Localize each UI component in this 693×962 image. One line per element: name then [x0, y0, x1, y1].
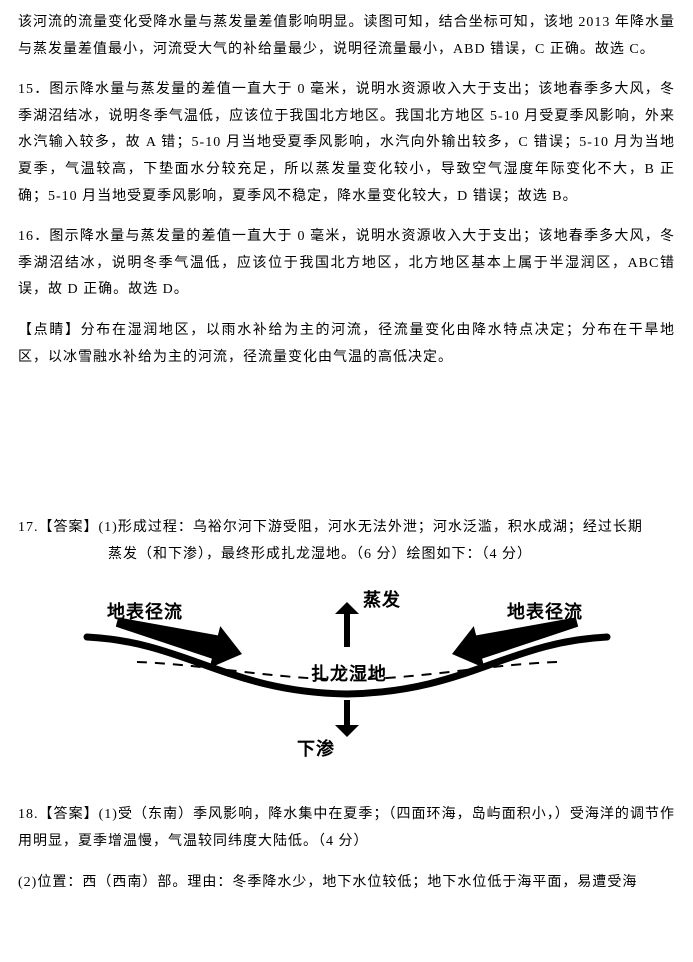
svg-text:地表径流: 地表径流 — [107, 601, 183, 622]
answer-17: 17.【答案】(1)形成过程：乌裕尔河下游受阻，河水无法外泄；河水泛滥，积水成湖… — [18, 515, 675, 568]
answer-17-line1: 17.【答案】(1)形成过程：乌裕尔河下游受阻，河水无法外泄；河水泛滥，积水成湖… — [18, 515, 675, 542]
diagram-17-container: 蒸发下渗 地表径流 地表径流扎龙湿地 — [18, 582, 675, 762]
answer-17-line2: 蒸发（和下渗），最终形成扎龙湿地。（6 分）绘图如下：（4 分） — [18, 542, 675, 569]
svg-text:扎龙湿地: 扎龙湿地 — [311, 663, 387, 684]
paragraph-tip: 【点睛】分布在湿润地区，以雨水补给为主的河流，径流量变化由降水特点决定；分布在干… — [18, 318, 675, 371]
answer-18-p1: 18.【答案】(1)受（东南）季风影响，降水集中在夏季；（四面环海，岛屿面积小，… — [18, 802, 675, 855]
blank-spacer — [18, 385, 675, 515]
paragraph-16: 16．图示降水量与蒸发量的差值一直大于 0 毫米，说明水资源收入大于支出；该地春… — [18, 224, 675, 304]
svg-text:蒸发: 蒸发 — [363, 589, 401, 610]
paragraph-15: 15．图示降水量与蒸发量的差值一直大于 0 毫米，说明水资源收入大于支出；该地春… — [18, 77, 675, 210]
paragraph-intro: 该河流的流量变化受降水量与蒸发量差值影响明显。读图可知，结合坐标可知，该地 20… — [18, 10, 675, 63]
answer-18-p2: (2)位置：西（西南）部。理由：冬季降水少，地下水位较低；地下水位低于海平面，易… — [18, 870, 675, 897]
svg-text:下渗: 下渗 — [297, 738, 335, 759]
diagram-zhalong-wetland: 蒸发下渗 地表径流 地表径流扎龙湿地 — [67, 582, 627, 762]
document-page: 该河流的流量变化受降水量与蒸发量差值影响明显。读图可知，结合坐标可知，该地 20… — [0, 0, 693, 916]
svg-text:地表径流: 地表径流 — [507, 601, 583, 622]
